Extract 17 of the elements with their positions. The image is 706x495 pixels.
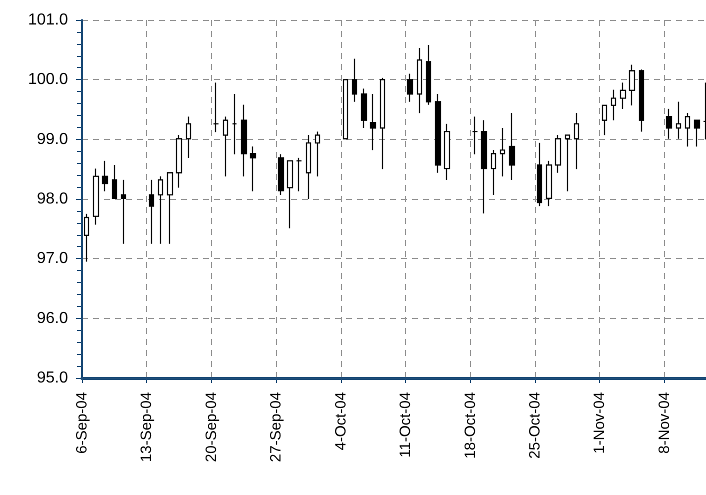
x-tick-label: 13-Sep-04 xyxy=(138,392,156,462)
y-tick-label: 100.0 xyxy=(28,71,68,88)
x-tick-label: 18-Oct-04 xyxy=(462,392,479,459)
x-tick-label: 1-Nov-04 xyxy=(591,392,608,454)
x-tick-label: 8-Nov-04 xyxy=(656,392,673,454)
y-tick-label: 98.0 xyxy=(36,190,68,208)
y-tick-label: 95.0 xyxy=(36,370,68,386)
x-tick-label: 25-Oct-04 xyxy=(526,392,544,459)
y-tick-label: 101.0 xyxy=(28,12,68,28)
x-tick-label: 27-Sep-04 xyxy=(268,392,285,462)
x-tick-label: 4-Oct-04 xyxy=(332,392,350,450)
x-tick-label: 20-Sep-04 xyxy=(202,392,220,462)
x-tick-label: 6-Sep-04 xyxy=(74,392,90,454)
y-tick-label: 99.0 xyxy=(36,130,68,148)
x-tick-label: 11-Oct-04 xyxy=(397,392,414,458)
y-tick-label: 97.0 xyxy=(36,250,68,268)
y-tick-label: 96.0 xyxy=(36,310,68,327)
